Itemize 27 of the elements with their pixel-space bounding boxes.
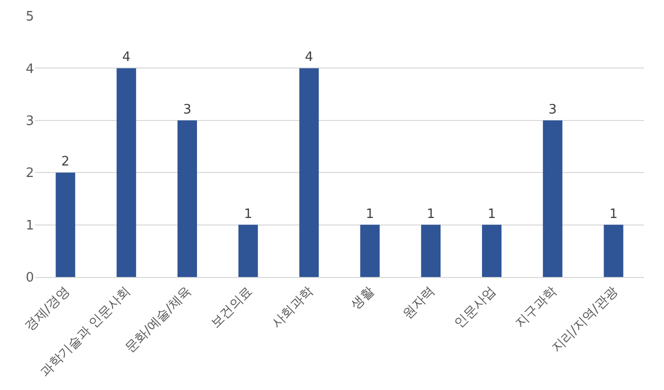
x-tick-label: 생활 — [348, 284, 378, 313]
bar — [56, 172, 76, 277]
data-label: 1 — [488, 206, 496, 222]
bar — [604, 224, 624, 277]
data-label: 4 — [122, 50, 130, 66]
y-tick-label: 4 — [26, 62, 34, 77]
data-label: 2 — [61, 154, 70, 170]
y-tick-label: 0 — [26, 270, 34, 286]
bar — [116, 68, 136, 277]
bar — [178, 120, 197, 277]
data-label: 1 — [426, 206, 435, 222]
bar — [360, 224, 380, 277]
bar — [482, 224, 502, 277]
y-tick-label: 2 — [26, 166, 34, 182]
bar — [542, 120, 562, 277]
bar — [238, 224, 258, 277]
bar — [421, 224, 441, 277]
bar — [299, 68, 319, 277]
data-label: 3 — [548, 102, 557, 118]
y-tick-label: 1 — [26, 218, 34, 234]
data-label: 3 — [183, 102, 192, 118]
data-label: 1 — [244, 206, 252, 222]
data-label: 1 — [609, 206, 618, 222]
data-label: 1 — [366, 206, 374, 222]
data-label: 4 — [304, 50, 314, 66]
y-tick-label: 5 — [26, 10, 34, 25]
y-tick-label: 3 — [26, 114, 34, 129]
